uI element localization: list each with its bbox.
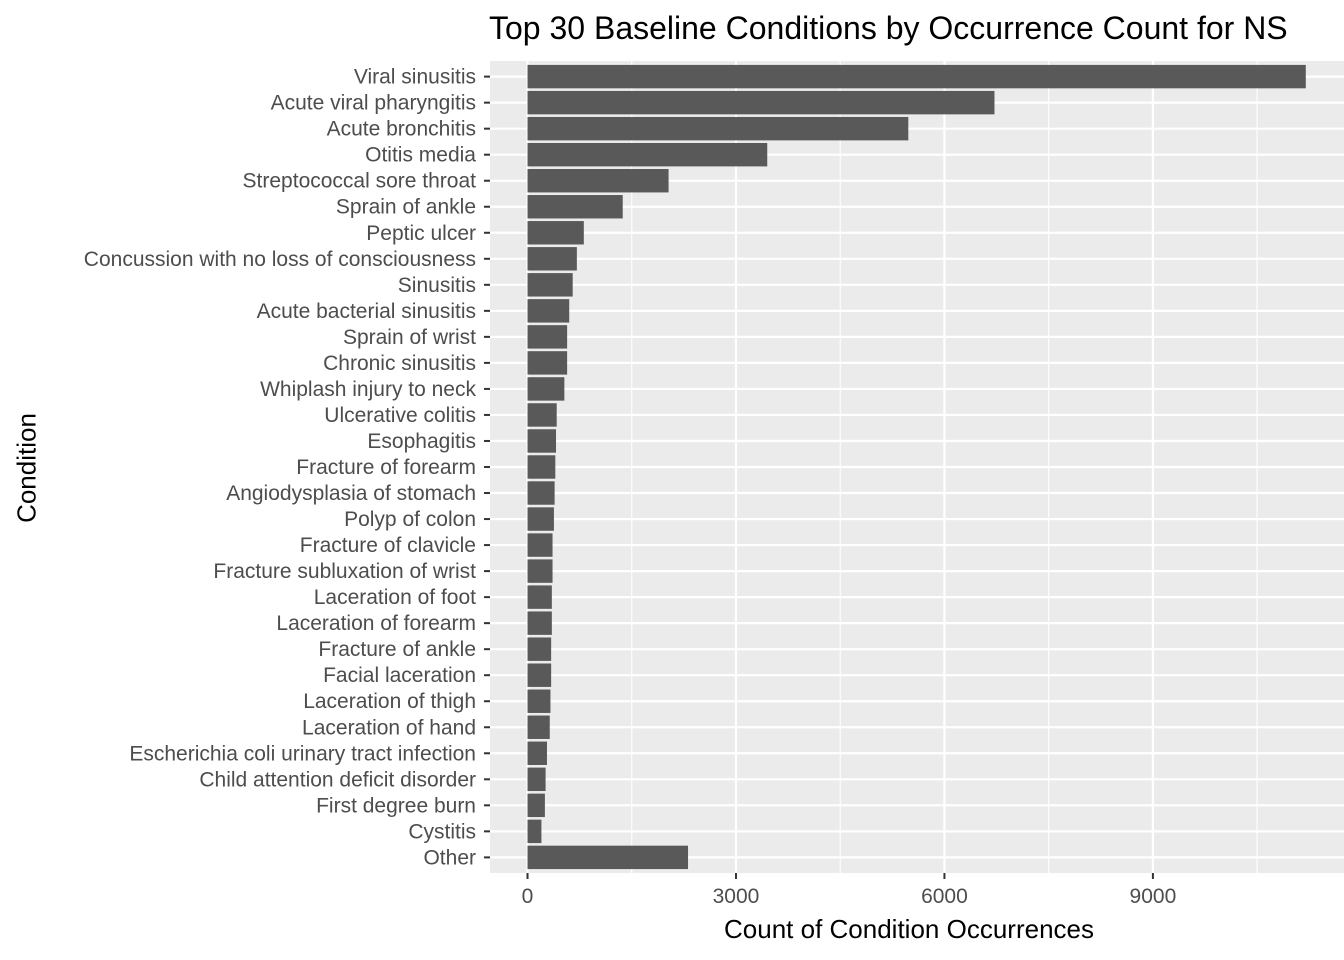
chart-title: Top 30 Baseline Conditions by Occurrence… — [489, 10, 1288, 46]
y-tick-label: Acute viral pharyngitis — [271, 92, 476, 115]
bar — [527, 403, 557, 427]
bar — [527, 273, 573, 297]
x-tick-label: 0 — [522, 885, 534, 908]
bar — [527, 299, 570, 323]
bar — [527, 169, 669, 193]
y-tick-label: Fracture of clavicle — [300, 534, 476, 557]
y-tick-label: Escherichia coli urinary tract infection — [129, 742, 476, 765]
y-tick-label: Fracture of forearm — [296, 456, 476, 479]
y-tick-label: Esophagitis — [367, 430, 476, 453]
bar — [527, 377, 565, 401]
x-tick-label: 6000 — [921, 885, 968, 908]
x-tick-label: 3000 — [713, 885, 760, 908]
y-tick-label: Fracture subluxation of wrist — [213, 560, 476, 583]
y-tick-label: Viral sinusitis — [354, 66, 476, 89]
bar — [527, 559, 553, 583]
bar — [527, 689, 551, 713]
bar — [527, 64, 1306, 89]
y-tick-label: Whiplash injury to neck — [260, 378, 476, 401]
bar — [527, 767, 546, 792]
x-axis-label: Count of Condition Occurrences — [724, 914, 1094, 944]
y-tick-label: Chronic sinusitis — [323, 352, 476, 375]
bar — [527, 325, 568, 349]
y-tick-label: Sprain of ankle — [336, 196, 476, 219]
bar — [527, 819, 542, 844]
bar — [527, 845, 689, 870]
bar — [527, 221, 584, 245]
bar — [527, 793, 545, 818]
bar — [527, 715, 550, 739]
bar — [527, 247, 577, 271]
y-tick-label: Polyp of colon — [344, 508, 476, 531]
y-tick-label: First degree burn — [316, 794, 476, 817]
bar — [527, 429, 557, 453]
bar — [527, 351, 568, 375]
y-tick-label: Child attention deficit disorder — [199, 768, 476, 791]
y-tick-label: Laceration of foot — [314, 586, 476, 609]
bar — [527, 507, 554, 531]
y-tick-label: Streptococcal sore throat — [243, 170, 477, 193]
bar — [527, 663, 552, 687]
bar — [527, 116, 909, 141]
y-tick-label: Other — [423, 846, 476, 869]
bar — [527, 741, 547, 765]
y-tick-label: Laceration of hand — [302, 716, 476, 739]
y-tick-label: Facial laceration — [323, 664, 476, 687]
bar — [527, 611, 552, 635]
bar — [527, 481, 555, 505]
y-tick-label: Laceration of thigh — [303, 690, 476, 713]
y-tick-label: Sprain of wrist — [343, 326, 476, 349]
y-tick-label: Ulcerative colitis — [324, 404, 476, 427]
bar — [527, 637, 552, 661]
y-tick-label: Concussion with no loss of consciousness — [84, 248, 476, 271]
bar — [527, 455, 556, 479]
bar — [527, 585, 552, 609]
y-tick-label: Laceration of forearm — [276, 612, 476, 635]
y-tick-label: Acute bacterial sinusitis — [257, 300, 476, 323]
bar — [527, 533, 553, 557]
y-tick-label: Cystitis — [408, 820, 476, 843]
bar — [527, 142, 768, 167]
y-tick-label: Sinusitis — [398, 274, 476, 297]
y-tick-label: Peptic ulcer — [366, 222, 476, 245]
bar — [527, 90, 995, 115]
y-tick-label: Otitis media — [365, 144, 476, 167]
bar — [527, 195, 623, 219]
x-tick-label: 9000 — [1130, 885, 1177, 908]
y-tick-label: Angiodysplasia of stomach — [226, 482, 476, 505]
y-tick-label: Acute bronchitis — [327, 118, 476, 141]
y-tick-label: Fracture of ankle — [318, 638, 476, 661]
